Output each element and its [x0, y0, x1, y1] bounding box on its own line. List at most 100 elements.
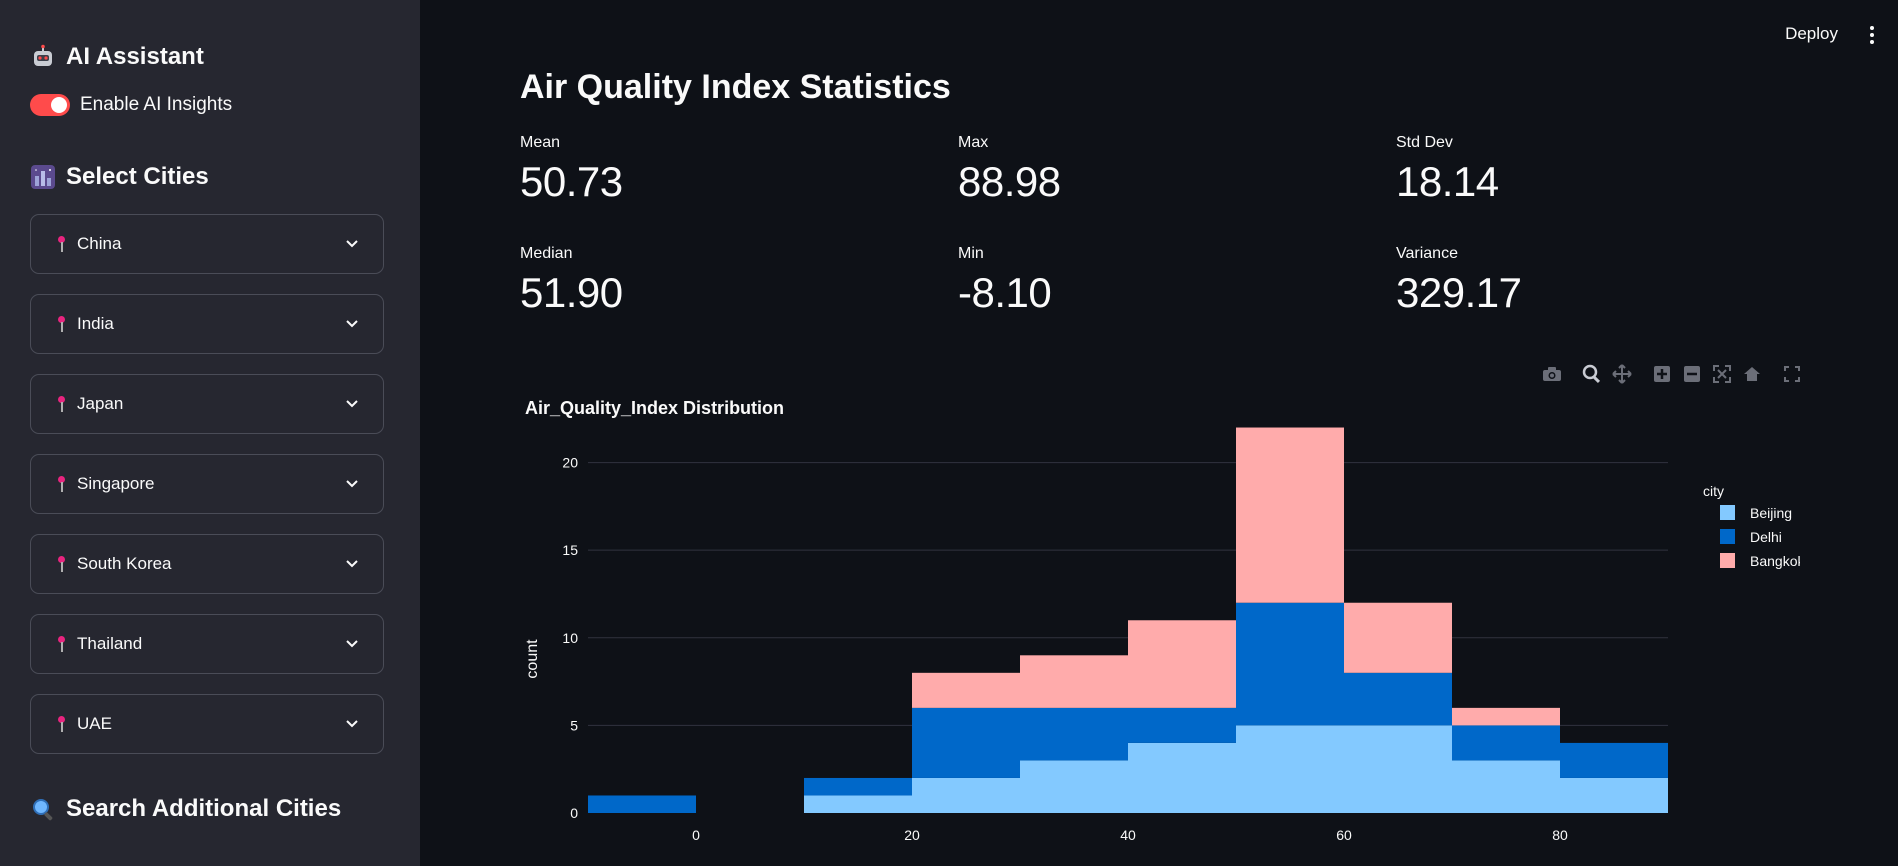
chevron-down-icon[interactable]: [345, 237, 359, 251]
chevron-down-icon[interactable]: [345, 397, 359, 411]
y-tick-label: 10: [562, 630, 578, 646]
chevron-down-icon[interactable]: [345, 717, 359, 731]
country-select-singapore[interactable]: Singapore: [30, 454, 384, 514]
metric-median: Median 51.90: [520, 245, 920, 317]
fullscreen-icon[interactable]: [1782, 364, 1802, 384]
bar-delhi[interactable]: [1020, 707, 1128, 761]
pin-icon: [55, 555, 67, 573]
metric-value: 329.17: [1396, 269, 1522, 316]
camera-icon[interactable]: [1542, 364, 1562, 384]
chevron-down-icon[interactable]: [345, 557, 359, 571]
chevron-down-icon[interactable]: [345, 317, 359, 331]
pin-icon: [55, 715, 67, 733]
metric-value: 51.90: [520, 269, 623, 316]
country-select-china[interactable]: China: [30, 214, 384, 274]
bar-beijing[interactable]: [1452, 760, 1560, 813]
bar-beijing[interactable]: [1020, 760, 1128, 813]
x-tick-label: 60: [1336, 827, 1352, 843]
bar-delhi[interactable]: [1128, 707, 1236, 743]
bar-bangkok[interactable]: [1452, 707, 1560, 726]
deploy-button[interactable]: Deploy: [1785, 24, 1838, 43]
country-label: Thailand: [77, 634, 143, 653]
legend-item-delhi[interactable]: Delhi: [1750, 529, 1782, 545]
bar-delhi[interactable]: [1344, 672, 1452, 726]
main-menu-icon[interactable]: [1870, 26, 1876, 46]
x-tick-label: 40: [1120, 827, 1136, 843]
y-tick-label: 0: [570, 805, 578, 821]
bar-beijing[interactable]: [1344, 725, 1452, 813]
home-icon[interactable]: [1742, 364, 1762, 384]
pin-icon: [55, 395, 67, 413]
y-tick-label: 20: [562, 455, 578, 471]
pan-icon[interactable]: [1612, 364, 1632, 384]
y-axis-ticks: 0 5 10 15 20: [562, 455, 578, 821]
metric-label: Mean: [520, 134, 561, 151]
metric-value: -8.10: [958, 269, 1052, 316]
chart-bars: [588, 427, 1668, 813]
legend-title: city: [1703, 483, 1724, 499]
magnifier-icon: [30, 796, 56, 822]
select-cities-heading: Select Cities: [30, 160, 390, 194]
page-title: Air Quality Index Statistics: [520, 68, 951, 106]
country-select-thailand[interactable]: Thailand: [30, 614, 384, 674]
metric-value: 18.14: [1396, 158, 1499, 205]
bar-bangkok[interactable]: [1020, 655, 1128, 708]
country-label: Singapore: [77, 474, 155, 493]
country-select-south-korea[interactable]: South Korea: [30, 534, 384, 594]
bar-delhi[interactable]: [588, 795, 696, 813]
chart-legend: city Beijing Delhi Bangkok: [1703, 483, 1800, 569]
bar-delhi[interactable]: [912, 707, 1020, 778]
legend-item-bangkok[interactable]: Bangkok: [1750, 553, 1800, 569]
pin-icon: [55, 635, 67, 653]
bar-delhi[interactable]: [1560, 742, 1668, 778]
legend-item-beijing[interactable]: Beijing: [1750, 505, 1792, 521]
ai-insights-toggle[interactable]: [30, 94, 70, 116]
ai-assistant-title: AI Assistant: [66, 43, 204, 70]
metric-label: Min: [958, 245, 984, 262]
bar-bangkok[interactable]: [1236, 427, 1344, 603]
pin-icon: [55, 315, 67, 333]
ai-assistant-heading: AI Assistant: [30, 40, 390, 74]
legend-swatch[interactable]: [1720, 553, 1735, 568]
country-select-uae[interactable]: UAE: [30, 694, 384, 754]
toggle-knob: [51, 97, 67, 113]
robot-icon: [30, 44, 56, 70]
bar-delhi[interactable]: [1236, 602, 1344, 726]
bar-bangkok[interactable]: [1344, 602, 1452, 673]
bar-beijing[interactable]: [1128, 742, 1236, 813]
bar-bangkok[interactable]: [912, 672, 1020, 708]
autoscale-icon[interactable]: [1712, 364, 1732, 384]
country-select-japan[interactable]: Japan: [30, 374, 384, 434]
legend-swatch[interactable]: [1720, 529, 1735, 544]
x-tick-label: 20: [904, 827, 920, 843]
zoom-out-icon[interactable]: [1682, 364, 1702, 384]
y-axis-label: count: [524, 639, 541, 679]
legend-swatch[interactable]: [1720, 505, 1735, 520]
ai-insights-label: Enable AI Insights: [80, 94, 233, 115]
country-label: Japan: [77, 394, 124, 413]
search-cities-heading: Search Additional Cities: [30, 792, 390, 826]
bar-beijing[interactable]: [1236, 725, 1344, 813]
bar-delhi[interactable]: [804, 777, 912, 796]
country-label: UAE: [77, 714, 112, 733]
ai-insights-toggle-row[interactable]: Enable AI Insights: [30, 90, 390, 120]
metric-mean: Mean 50.73: [520, 134, 920, 206]
country-label: China: [77, 234, 122, 253]
bar-beijing[interactable]: [1560, 777, 1668, 813]
select-cities-title: Select Cities: [66, 163, 209, 190]
sidebar: AI Assistant Enable AI Insights Select C…: [0, 0, 420, 866]
country-select-india[interactable]: India: [30, 294, 384, 354]
chevron-down-icon[interactable]: [345, 477, 359, 491]
zoom-icon[interactable]: [1582, 364, 1602, 384]
pin-icon: [55, 235, 67, 253]
country-select-list: China India Japan Singapore South Korea …: [30, 214, 390, 754]
bar-beijing[interactable]: [912, 777, 1020, 813]
bar-delhi[interactable]: [1452, 725, 1560, 761]
zoom-in-icon[interactable]: [1652, 364, 1672, 384]
bar-bangkok[interactable]: [1128, 620, 1236, 708]
chevron-down-icon[interactable]: [345, 637, 359, 651]
metric-std-dev: Std Dev 18.14: [1396, 134, 1796, 206]
cityscape-icon: [30, 164, 56, 190]
bar-beijing[interactable]: [804, 795, 912, 813]
metric-label: Median: [520, 245, 573, 262]
